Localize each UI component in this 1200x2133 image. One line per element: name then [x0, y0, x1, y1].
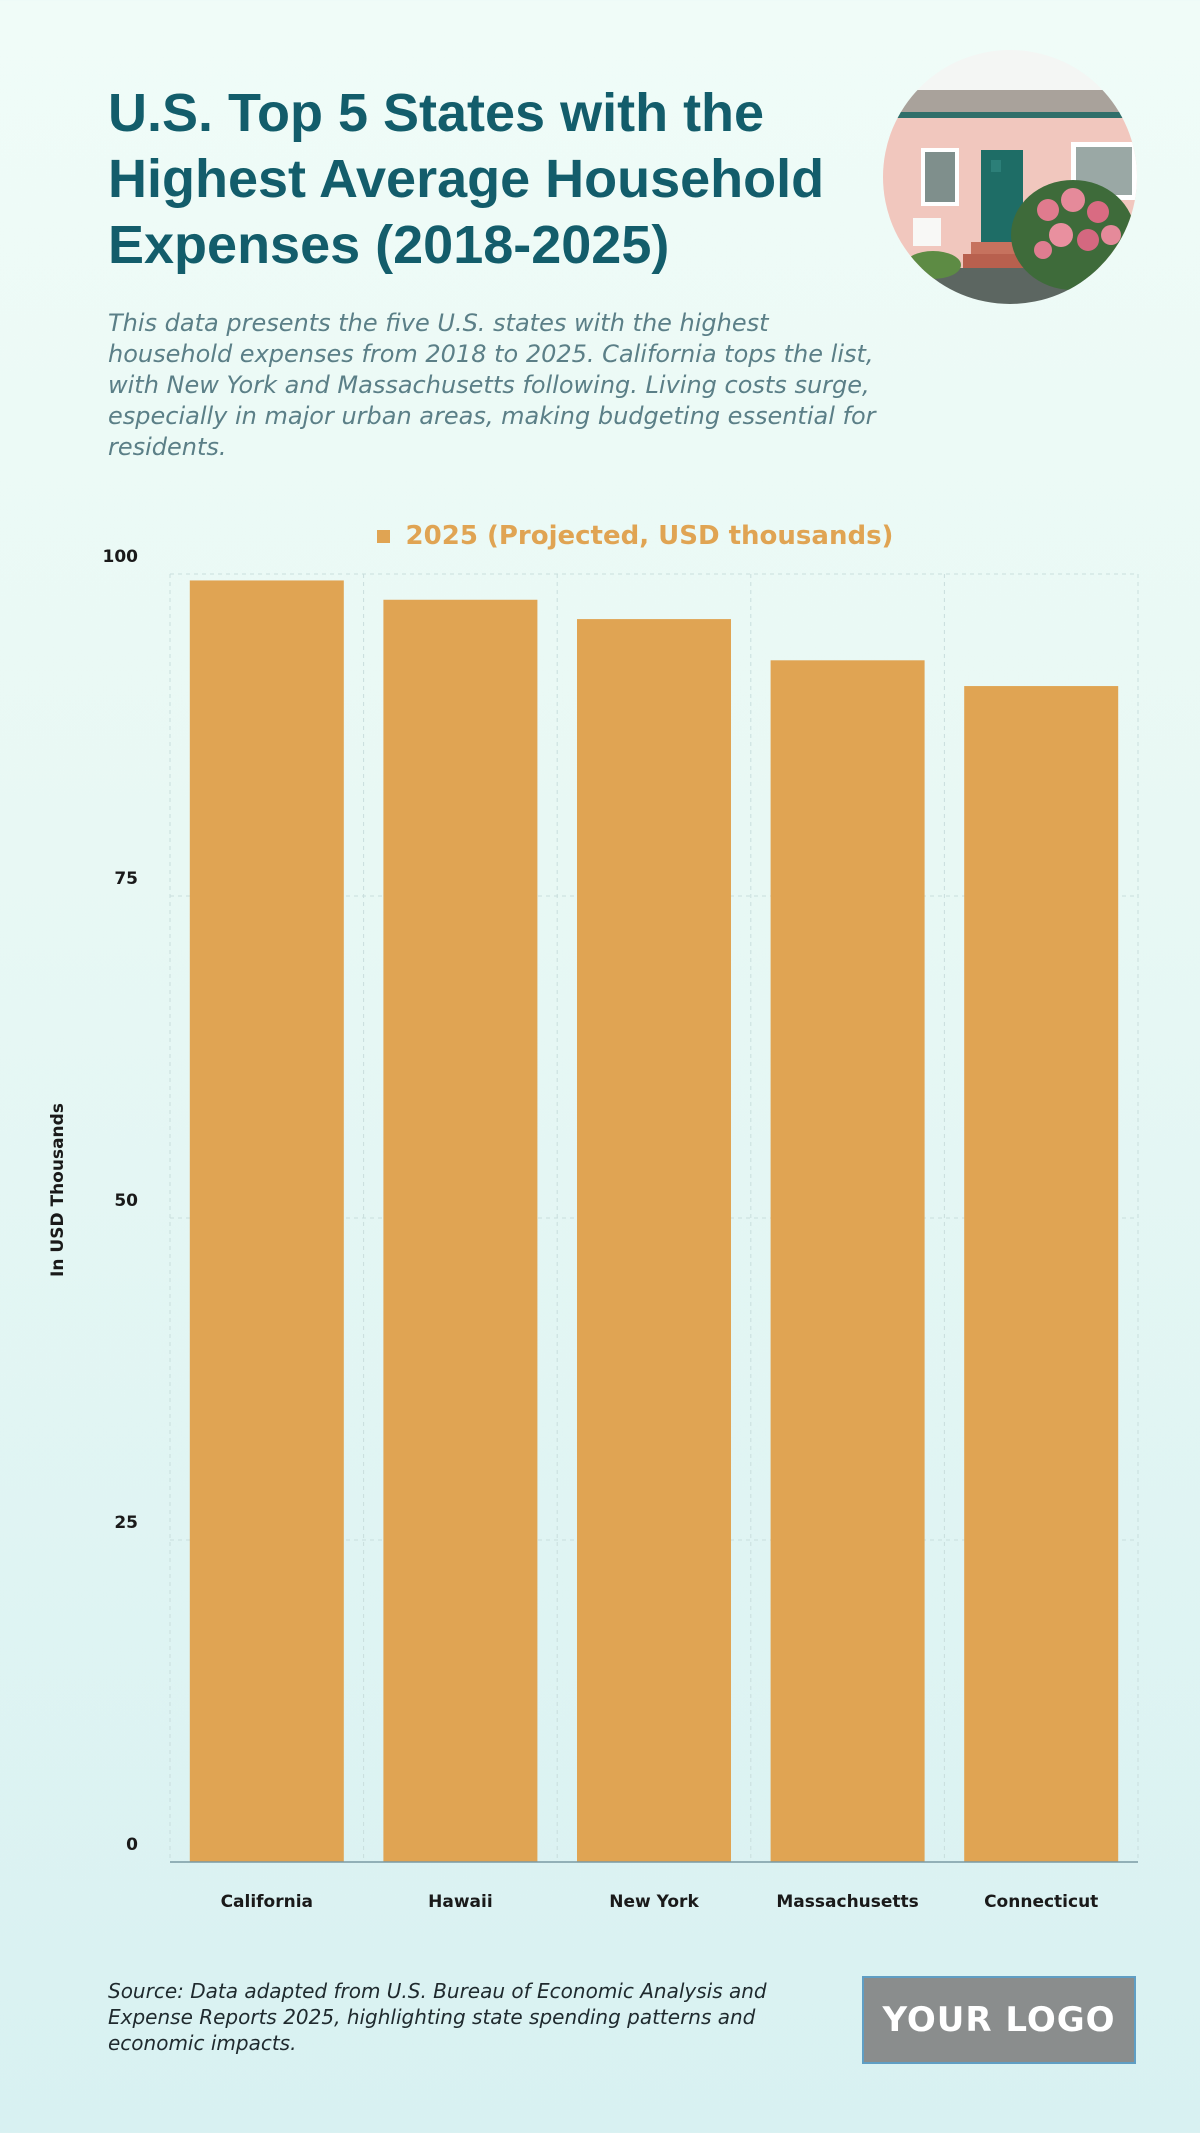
chart-legend: 2025 (Projected, USD thousands) [0, 521, 1200, 551]
y-tick-label: 75 [114, 869, 138, 889]
legend-label: 2025 (Projected, USD thousands) [405, 521, 894, 551]
legend-swatch [376, 529, 390, 543]
logo-placeholder: YOUR LOGO [862, 1976, 1136, 2064]
y-tick-label: 0 [126, 1835, 138, 1855]
house-illustration [883, 50, 1137, 304]
bar [577, 619, 731, 1862]
bar [383, 599, 538, 1862]
bar [770, 660, 925, 1862]
bar [964, 686, 1119, 1862]
x-tick-label: Hawaii [428, 1892, 493, 1912]
bar [189, 580, 344, 1863]
x-tick-label: New York [609, 1892, 699, 1912]
page-title: U.S. Top 5 States with the Highest Avera… [108, 83, 825, 275]
x-tick-label: Connecticut [984, 1892, 1098, 1912]
x-tick-label: California [221, 1892, 313, 1912]
y-tick-label: 100 [103, 547, 139, 567]
source-note: Source: Data adapted from U.S. Bureau of… [108, 1979, 767, 2055]
x-tick-label: Massachusetts [776, 1892, 918, 1912]
y-tick-label: 50 [114, 1191, 138, 1211]
house-photo [883, 50, 1137, 304]
y-tick-label: 25 [114, 1513, 138, 1533]
page-subtitle: This data presents the five U.S. states … [108, 309, 876, 461]
